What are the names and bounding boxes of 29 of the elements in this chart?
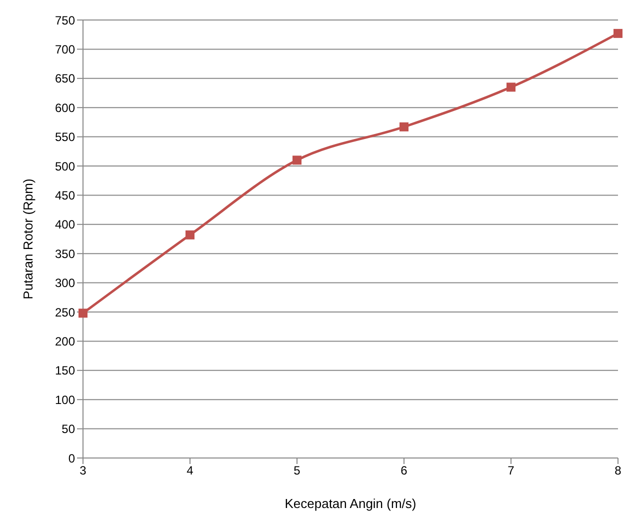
y-tick-label: 400 (54, 218, 76, 232)
x-axis-title: Kecepatan Angin (m/s) (284, 496, 416, 511)
x-tick-label: 4 (186, 464, 194, 478)
y-tick-label: 650 (54, 72, 76, 86)
point (186, 230, 194, 240)
y-tick-label: 250 (54, 305, 76, 320)
y-tick-label: 350 (54, 246, 76, 261)
point (400, 122, 408, 132)
y-tick-label: 0 (68, 451, 76, 466)
y-tick-label: 550 (54, 130, 76, 144)
x-tick-label: 3 (80, 464, 87, 478)
point (506, 82, 516, 92)
y-tick-label: 700 (54, 42, 76, 56)
y-tick-label: 200 (54, 334, 76, 348)
y-axis-title: Putaran Rotor (Rpm) (20, 178, 36, 300)
x-tick-label: 5 (294, 464, 301, 478)
y-tick-label: 750 (54, 13, 76, 28)
y-tick-label: 450 (54, 188, 76, 202)
x-tick-label: 7 (508, 464, 515, 478)
x-tick-label: 6 (400, 464, 408, 478)
y-tick-label: 50 (62, 422, 76, 436)
y-tick-label: 150 (54, 364, 76, 378)
y-tick-label: 100 (54, 392, 76, 407)
point (614, 28, 622, 38)
y-tick-label: 600 (54, 100, 76, 115)
x-tick-label: 8 (614, 464, 622, 478)
point (292, 156, 302, 165)
y-tick-label: 500 (54, 159, 76, 174)
y-tick-label: 300 (54, 276, 76, 290)
